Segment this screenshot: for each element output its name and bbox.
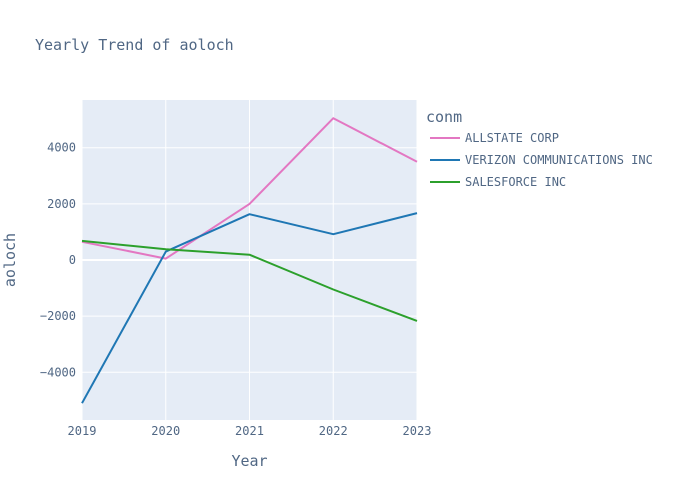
x-tick-label: 2021: [235, 424, 264, 438]
x-axis-title: Year: [231, 452, 267, 470]
series-line-salesforce-inc: [81, 239, 418, 322]
x-tick-label: 2022: [319, 424, 348, 438]
y-tick-labels: −4000 −2000 0 2000 4000: [40, 141, 76, 380]
x-tick-label: 2023: [403, 424, 432, 438]
y-tick-label: 4000: [47, 141, 76, 155]
y-tick-label: 2000: [47, 197, 76, 211]
x-tick-labels: 2019 2020 2021 2022 2023: [68, 424, 432, 438]
series-line-verizon-communications-inc: [81, 212, 418, 404]
y-tick-label: 0: [69, 253, 76, 267]
y-tick-label: −2000: [40, 309, 76, 323]
legend-item-label: SALESFORCE INC: [465, 175, 566, 189]
x-tick-label: 2019: [68, 424, 97, 438]
series-line-allstate-corp: [81, 117, 418, 260]
legend-title: conm: [426, 108, 462, 126]
x-gridlines: [81, 100, 418, 420]
y-tick-label: −4000: [40, 365, 76, 379]
x-tick-label: 2020: [151, 424, 180, 438]
legend-item-label: ALLSTATE CORP: [465, 131, 559, 145]
y-axis-title: aoloch: [1, 233, 19, 287]
series-lines: [81, 117, 418, 404]
chart-title: Yearly Trend of aoloch: [35, 36, 234, 54]
legend: conm ALLSTATE CORP VERIZON COMMUNICATIONS…: [426, 108, 653, 189]
legend-item-label: VERIZON COMMUNICATIONS INC: [465, 153, 653, 167]
